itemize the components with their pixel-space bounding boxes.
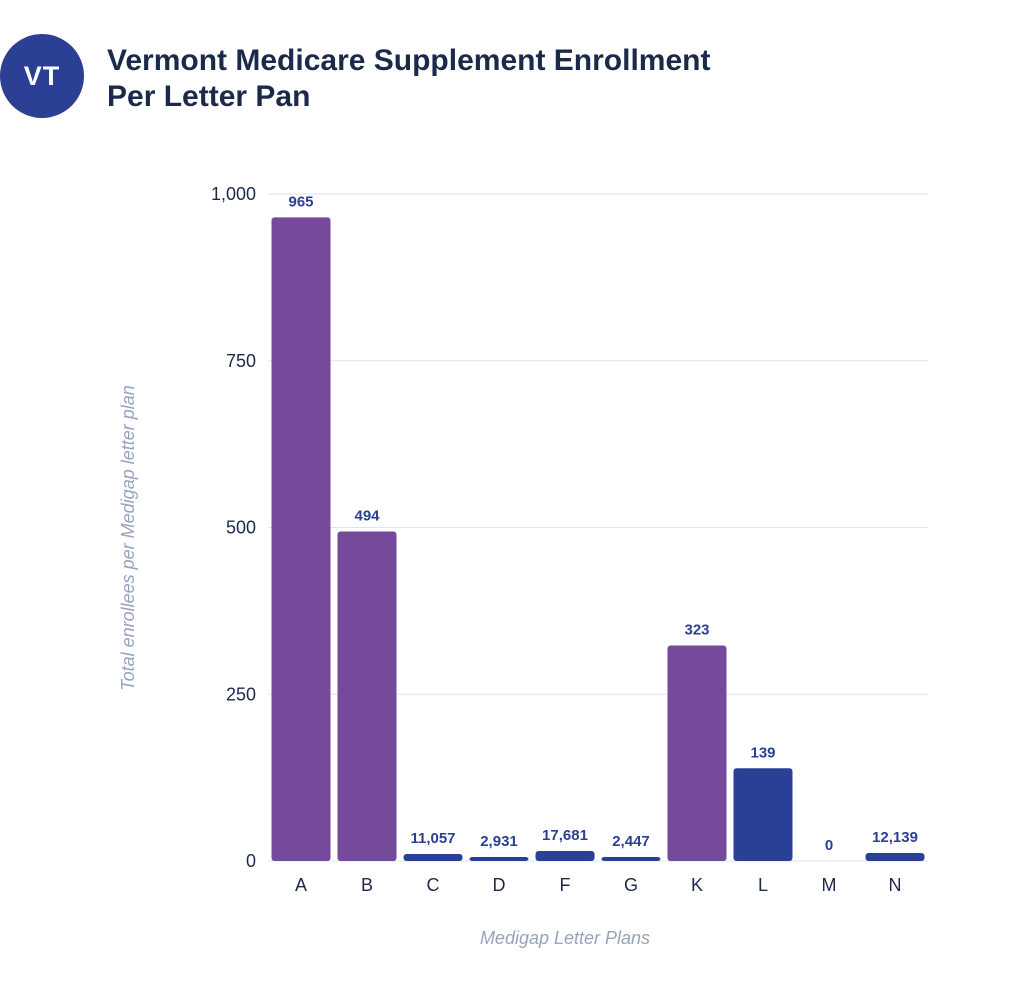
x-tick-label-B: B [361,875,373,895]
y-axis-title: Total enrollees per Medigap letter plan [118,385,138,691]
bar-F [535,851,595,861]
value-label-G: 2,447 [612,833,650,850]
bar-C [403,854,463,861]
value-label-A: 965 [288,193,313,210]
bars [271,217,925,862]
x-tick-label-N: N [889,875,902,895]
value-label-B: 494 [354,508,380,525]
bar-N [865,853,925,861]
y-axis-ticks: 0 250 500 750 1,000 [211,184,256,871]
value-label-D: 2,931 [480,833,518,850]
x-tick-label-L: L [758,875,768,895]
value-label-K: 323 [684,622,709,639]
y-tick-label: 250 [226,684,256,704]
bar-B [337,531,397,861]
x-tick-label-M: M [822,875,837,895]
x-axis-title: Medigap Letter Plans [480,928,650,948]
y-tick-label: 750 [226,351,256,371]
x-tick-label-K: K [691,875,703,895]
state-badge: VT [0,34,84,118]
value-label-M: 0 [825,837,833,854]
y-tick-label: 500 [226,518,256,538]
x-tick-label-D: D [493,875,506,895]
x-tick-label-A: A [295,875,307,895]
value-label-L: 139 [750,744,775,761]
x-tick-label-C: C [427,875,440,895]
y-tick-label: 1,000 [211,184,256,204]
page-title: Vermont Medicare Supplement Enrollment P… [107,43,710,115]
bar-K [667,645,727,861]
bar-L [733,768,793,861]
x-tick-label-F: F [560,875,571,895]
bar-A [271,217,331,862]
bar-D [469,857,529,861]
value-labels: 965 494 11,057 2,931 17,681 2,447 323 139 0 12,13… [288,193,917,854]
value-label-F: 17,681 [542,827,588,844]
bar-G [601,857,661,861]
title-line-1: Vermont Medicare Supplement Enrollment [107,44,711,77]
value-label-C: 11,057 [410,830,455,847]
y-tick-label: 0 [246,851,256,871]
title-line-2: Per Letter Pan [107,80,311,113]
x-tick-label-G: G [624,875,638,895]
value-label-N: 12,139 [872,829,918,846]
